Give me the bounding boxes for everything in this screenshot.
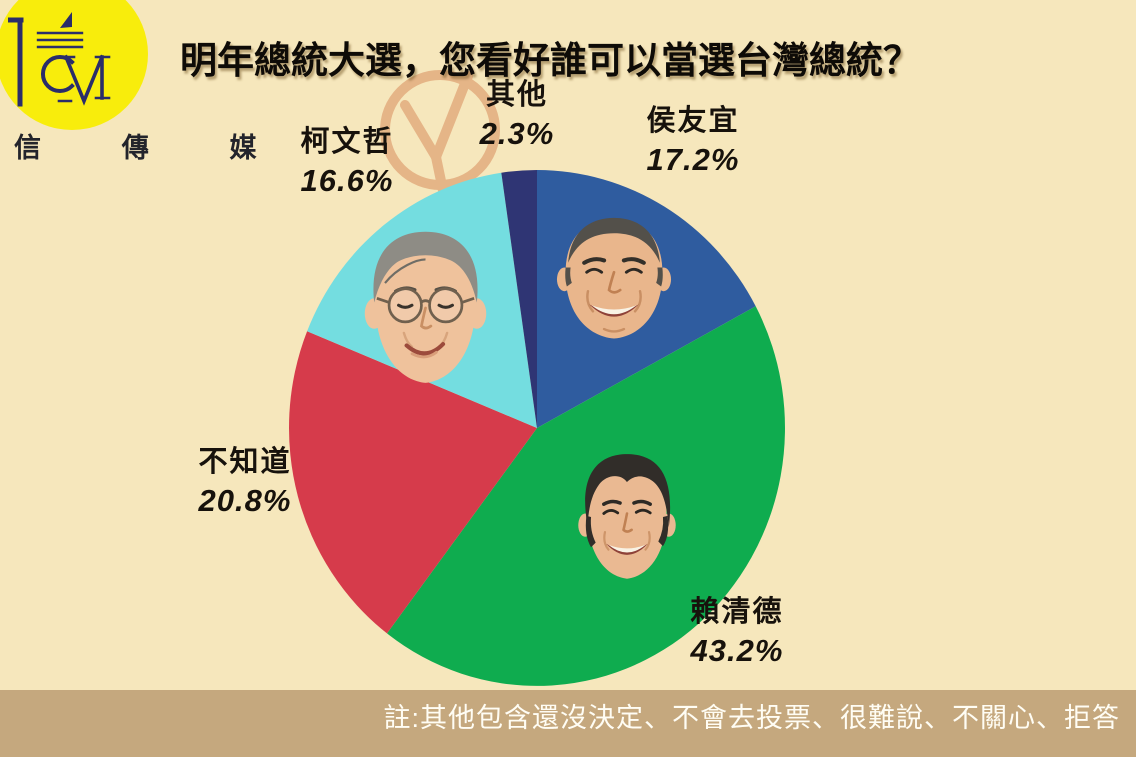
slice-percent: 2.3% xyxy=(479,116,555,152)
brand-name: 信 傳 媒 xyxy=(14,133,294,163)
slice-name: 其他 xyxy=(485,79,549,111)
slice-label-lai-ching-te: 賴清德 43.2% xyxy=(690,596,784,669)
logo-circle xyxy=(0,0,148,130)
photo-hou-yu-ih xyxy=(556,217,672,339)
slice-percent: 20.8% xyxy=(198,483,292,519)
slice-label-dont-know: 不知道 20.8% xyxy=(198,446,292,519)
page-title: 明年總統大選，您看好誰可以當選台灣總統？ xyxy=(180,40,920,81)
slice-label-hou-yu-ih: 侯友宜 17.2% xyxy=(646,105,740,178)
slice-percent: 17.2% xyxy=(646,142,740,178)
footer-note: 註:其他包含還沒決定、不會去投票、很難說、不關心、拒答 xyxy=(383,703,1120,733)
pie-slice-dont-know xyxy=(289,331,537,634)
cm-media-logo: 信 傳 媒 xyxy=(0,0,257,170)
photo-ko-wen-je xyxy=(364,231,487,383)
slice-name: 不知道 xyxy=(198,446,292,478)
slice-name: 侯友宜 xyxy=(646,105,740,137)
slice-label-other: 其他 2.3% xyxy=(479,79,555,152)
footer-note-bar: 註:其他包含還沒決定、不會去投票、很難說、不關心、拒答 xyxy=(0,690,1136,757)
slice-name: 柯文哲 xyxy=(300,126,394,158)
slice-percent: 16.6% xyxy=(300,163,394,199)
pie-slice-other xyxy=(501,170,537,428)
slice-percent: 43.2% xyxy=(690,633,784,669)
slice-label-ko-wen-je: 柯文哲 16.6% xyxy=(300,126,394,199)
photo-lai-ching-te xyxy=(578,454,676,579)
cm-monogram-icon xyxy=(8,12,111,107)
slice-name: 賴清德 xyxy=(690,596,784,628)
